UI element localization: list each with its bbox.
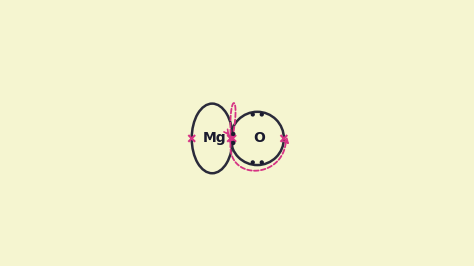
Circle shape bbox=[232, 132, 235, 135]
Text: Mg: Mg bbox=[202, 131, 226, 146]
Circle shape bbox=[260, 161, 263, 164]
Circle shape bbox=[232, 142, 235, 144]
Circle shape bbox=[260, 113, 263, 116]
Circle shape bbox=[251, 161, 254, 164]
Circle shape bbox=[251, 113, 254, 116]
Text: O: O bbox=[254, 131, 265, 146]
